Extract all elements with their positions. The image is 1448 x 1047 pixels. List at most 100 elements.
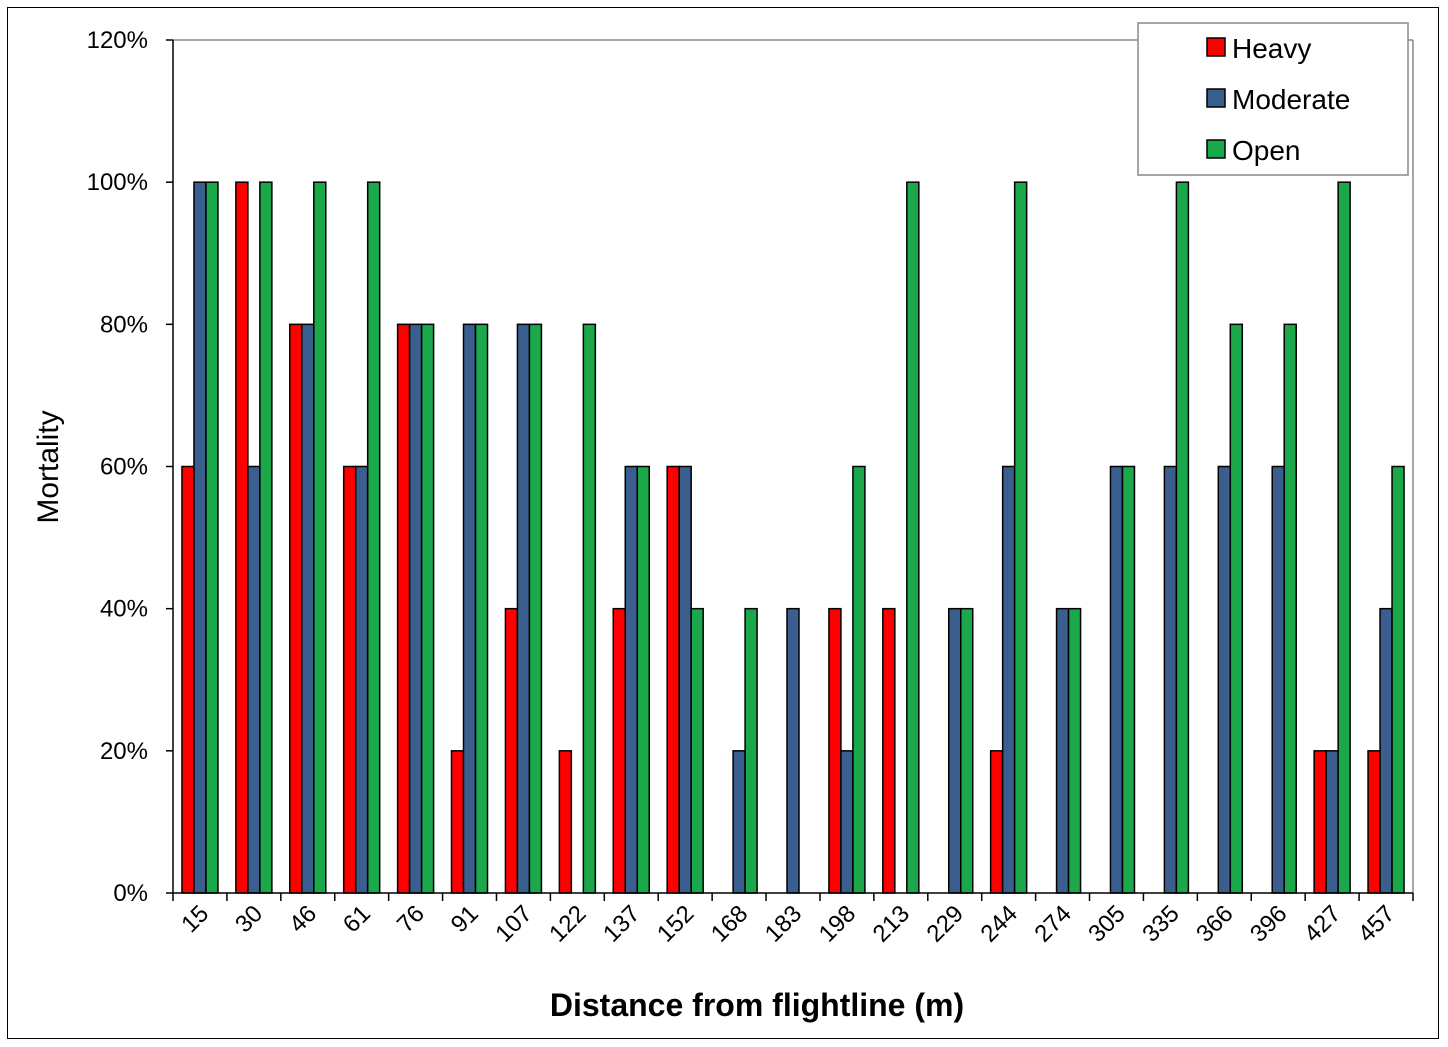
y-tick-label: 120%: [87, 27, 148, 54]
bar-open-15: [205, 181, 219, 894]
bar-open-122: [582, 323, 597, 894]
bar-open-305: [1121, 465, 1136, 894]
bar-moderate-396: [1271, 465, 1285, 894]
legend-swatch-moderate: [1206, 88, 1226, 108]
bar-heavy-76: [396, 323, 411, 894]
bar-open-274: [1067, 607, 1082, 894]
bar-moderate-366: [1217, 465, 1232, 894]
legend: Heavy Moderate Open: [1137, 22, 1409, 176]
x-tick-label: 457: [1353, 900, 1400, 947]
bar-heavy-427: [1313, 750, 1327, 894]
x-tick-label: 30: [230, 900, 268, 938]
x-tick-label: 168: [706, 900, 753, 947]
legend-swatch-open: [1206, 139, 1226, 159]
x-tick-label: 366: [1191, 900, 1238, 947]
legend-label-heavy: Heavy: [1232, 33, 1311, 64]
x-tick-label: 61: [338, 900, 376, 938]
bar-heavy-46: [289, 323, 303, 894]
x-tick-label: 396: [1245, 900, 1292, 947]
chart-frame: [7, 7, 1439, 1039]
y-axis-title: Mortality: [32, 410, 65, 523]
x-tick-label: 244: [975, 900, 1022, 947]
bar-moderate-305: [1109, 465, 1124, 894]
bar-open-396: [1283, 323, 1297, 894]
bar-open-30: [259, 181, 273, 894]
bar-open-335: [1175, 181, 1190, 894]
x-tick-label: 76: [392, 900, 430, 938]
x-tick-label: 335: [1137, 900, 1184, 947]
x-tick-label: 229: [922, 900, 969, 947]
bar-moderate-168: [732, 750, 746, 894]
x-tick-label: 198: [814, 900, 861, 947]
y-axis: 0% 20% 40% 60% 80% 100% 120%: [87, 27, 174, 907]
bar-open-137: [636, 465, 651, 894]
x-tick-label: 305: [1083, 900, 1130, 947]
bar-heavy-30: [235, 181, 249, 894]
bar-moderate-335: [1163, 465, 1178, 894]
y-tick-label: 60%: [100, 454, 148, 481]
legend-box: [1137, 22, 1409, 176]
bar-heavy-61: [342, 465, 357, 894]
bar-moderate-427: [1325, 750, 1339, 894]
x-tick-label: 183: [760, 900, 807, 947]
legend-label-open: Open: [1232, 135, 1301, 166]
bar-open-198: [852, 465, 866, 894]
bar-heavy-137: [612, 607, 627, 894]
bar-open-91: [474, 323, 489, 894]
bar-moderate-198: [840, 750, 854, 894]
bar-moderate-244: [1001, 465, 1016, 894]
bar-moderate-61: [354, 465, 369, 894]
bar-open-213: [906, 181, 920, 894]
bar-open-366: [1229, 323, 1244, 894]
bar-open-107: [528, 323, 543, 894]
bar-open-244: [1013, 181, 1028, 894]
x-tick-label: 91: [446, 900, 484, 938]
x-axis-title: Distance from flightline (m): [550, 987, 964, 1023]
y-tick-label: 100%: [87, 169, 148, 196]
bar-heavy-152: [666, 465, 680, 894]
x-axis: 15 30 46 61 76 91 107 122 137 152 168 183 198 213 229 2…: [172, 892, 1414, 948]
bar-open-46: [313, 181, 327, 894]
bar-open-229: [959, 607, 974, 894]
bar-open-168: [744, 607, 758, 894]
bar-moderate-152: [678, 465, 692, 894]
y-tick-label: 40%: [100, 596, 148, 623]
bar-heavy-457: [1367, 750, 1381, 894]
bar-open-61: [366, 181, 381, 894]
bar-moderate-229: [947, 607, 962, 894]
bar-moderate-137: [624, 465, 639, 894]
x-tick-label: 137: [598, 900, 645, 947]
bar-moderate-183: [786, 607, 800, 894]
bar-moderate-107: [516, 323, 531, 894]
bar-open-152: [690, 607, 704, 894]
x-tick-label: 46: [284, 900, 322, 938]
bar-heavy-244: [989, 750, 1004, 894]
x-tick-label: 152: [652, 900, 699, 947]
bar-heavy-122: [558, 750, 573, 894]
bar-moderate-91: [462, 323, 477, 894]
bar-moderate-457: [1379, 607, 1393, 894]
x-tick-label: 274: [1029, 900, 1076, 947]
x-tick-label: 122: [544, 900, 591, 947]
legend-swatch-heavy: [1206, 37, 1226, 57]
bar-heavy-107: [504, 607, 519, 894]
bar-moderate-76: [408, 323, 423, 894]
bar-heavy-91: [450, 750, 465, 894]
x-tick-label: 427: [1299, 900, 1346, 947]
y-tick-label: 0%: [113, 880, 148, 907]
bar-open-457: [1391, 465, 1405, 894]
bar-heavy-213: [882, 607, 896, 894]
y-tick-label: 20%: [100, 738, 148, 765]
x-tick-label: 213: [868, 900, 915, 947]
y-tick-label: 80%: [100, 311, 148, 338]
bar-moderate-15: [193, 181, 207, 894]
x-tick-label: 107: [490, 900, 537, 947]
bar-moderate-46: [301, 323, 315, 894]
legend-label-moderate: Moderate: [1232, 84, 1350, 115]
bar-heavy-15: [181, 465, 195, 894]
bar-moderate-274: [1055, 607, 1070, 894]
bar-moderate-30: [247, 465, 261, 894]
bars-group: [181, 181, 1405, 894]
bar-open-76: [420, 323, 435, 894]
x-tick-label: 15: [176, 900, 214, 938]
